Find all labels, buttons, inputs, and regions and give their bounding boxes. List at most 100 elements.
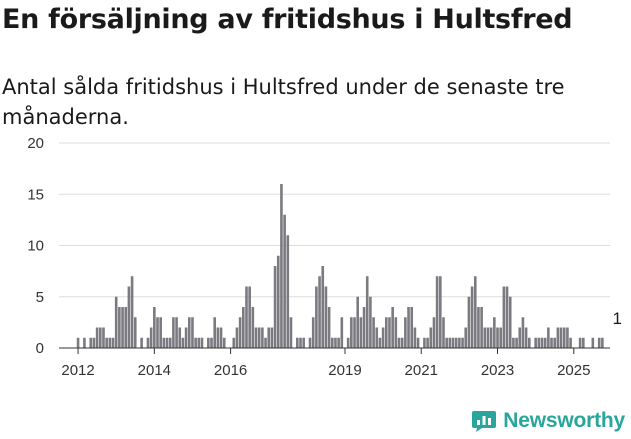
bar (318, 276, 321, 348)
bar (245, 286, 248, 348)
y-tick-label-10: 10 (27, 238, 44, 255)
bar (315, 286, 318, 348)
bar (394, 317, 398, 348)
bar (242, 307, 245, 348)
bar (473, 276, 477, 348)
bar (483, 327, 487, 348)
x-tick-label-2025: 2025 (557, 362, 590, 379)
bar (404, 317, 407, 348)
bar (108, 337, 112, 348)
bar (350, 317, 353, 348)
bar (534, 337, 537, 348)
bar (105, 337, 108, 348)
bar (340, 317, 344, 348)
bar (407, 307, 410, 348)
bar (397, 337, 401, 348)
bar (257, 327, 261, 348)
bar (149, 327, 153, 348)
x-tick-label-2021: 2021 (405, 362, 438, 379)
bar (276, 255, 280, 348)
bar (321, 266, 325, 348)
bar (442, 317, 445, 348)
bar (486, 327, 490, 348)
bar (388, 317, 391, 348)
bar (181, 337, 185, 348)
bar (365, 276, 369, 348)
bar (267, 327, 271, 348)
bar (140, 337, 143, 348)
bar (508, 296, 512, 348)
bar (372, 317, 375, 348)
bar (562, 327, 566, 348)
bar (235, 327, 239, 348)
bar (435, 276, 439, 348)
bar (238, 317, 242, 348)
bar (582, 337, 585, 348)
bar (353, 317, 356, 348)
bar (254, 327, 258, 348)
bar (512, 337, 515, 348)
bar (416, 337, 420, 348)
bar (597, 337, 601, 348)
bar (334, 337, 337, 348)
bar (426, 337, 429, 348)
bar (537, 337, 541, 348)
bar (400, 337, 404, 348)
bar (289, 317, 293, 348)
bar (286, 235, 290, 348)
bar (283, 214, 286, 348)
bar (477, 307, 480, 348)
bar (527, 337, 531, 348)
bar (127, 286, 131, 348)
bar (480, 307, 483, 348)
bar (124, 307, 128, 348)
bar (261, 327, 264, 348)
bar (391, 307, 394, 348)
bar (162, 337, 166, 348)
bar (172, 317, 175, 348)
bar (159, 317, 162, 348)
bar (299, 337, 302, 348)
bar (591, 337, 595, 348)
bar (378, 337, 382, 348)
bar (264, 337, 267, 348)
bar (496, 327, 499, 348)
bar (454, 337, 458, 348)
bar (448, 337, 452, 348)
bar (232, 337, 236, 348)
bar (540, 337, 544, 348)
bar (99, 327, 102, 348)
bar (359, 317, 363, 348)
bar (133, 317, 137, 348)
bar (547, 327, 550, 348)
bar (146, 337, 150, 348)
y-tick-label-5: 5 (36, 289, 44, 306)
bar (330, 337, 334, 348)
bar (346, 337, 350, 348)
bar (556, 327, 560, 348)
bar (502, 286, 506, 348)
bar (505, 286, 509, 348)
bar (601, 337, 604, 348)
bar (356, 296, 359, 348)
x-tick-label-2012: 2012 (61, 362, 94, 379)
bar (470, 286, 474, 348)
bar (413, 327, 417, 348)
bar (296, 337, 299, 348)
x-tick-label-2016: 2016 (214, 362, 247, 379)
bar (432, 317, 436, 348)
bar (102, 327, 105, 348)
bar (165, 337, 169, 348)
bar (219, 327, 223, 348)
brand-name: Newsworthy (503, 409, 625, 432)
bar (327, 307, 331, 348)
chart-title: En försäljning av fritidshus i Hultsfred (2, 4, 573, 35)
bar (207, 337, 210, 348)
bar (213, 317, 217, 348)
bar (89, 337, 93, 348)
bar (578, 337, 582, 348)
bar (515, 337, 518, 348)
bar (324, 286, 328, 348)
bar (273, 266, 277, 348)
